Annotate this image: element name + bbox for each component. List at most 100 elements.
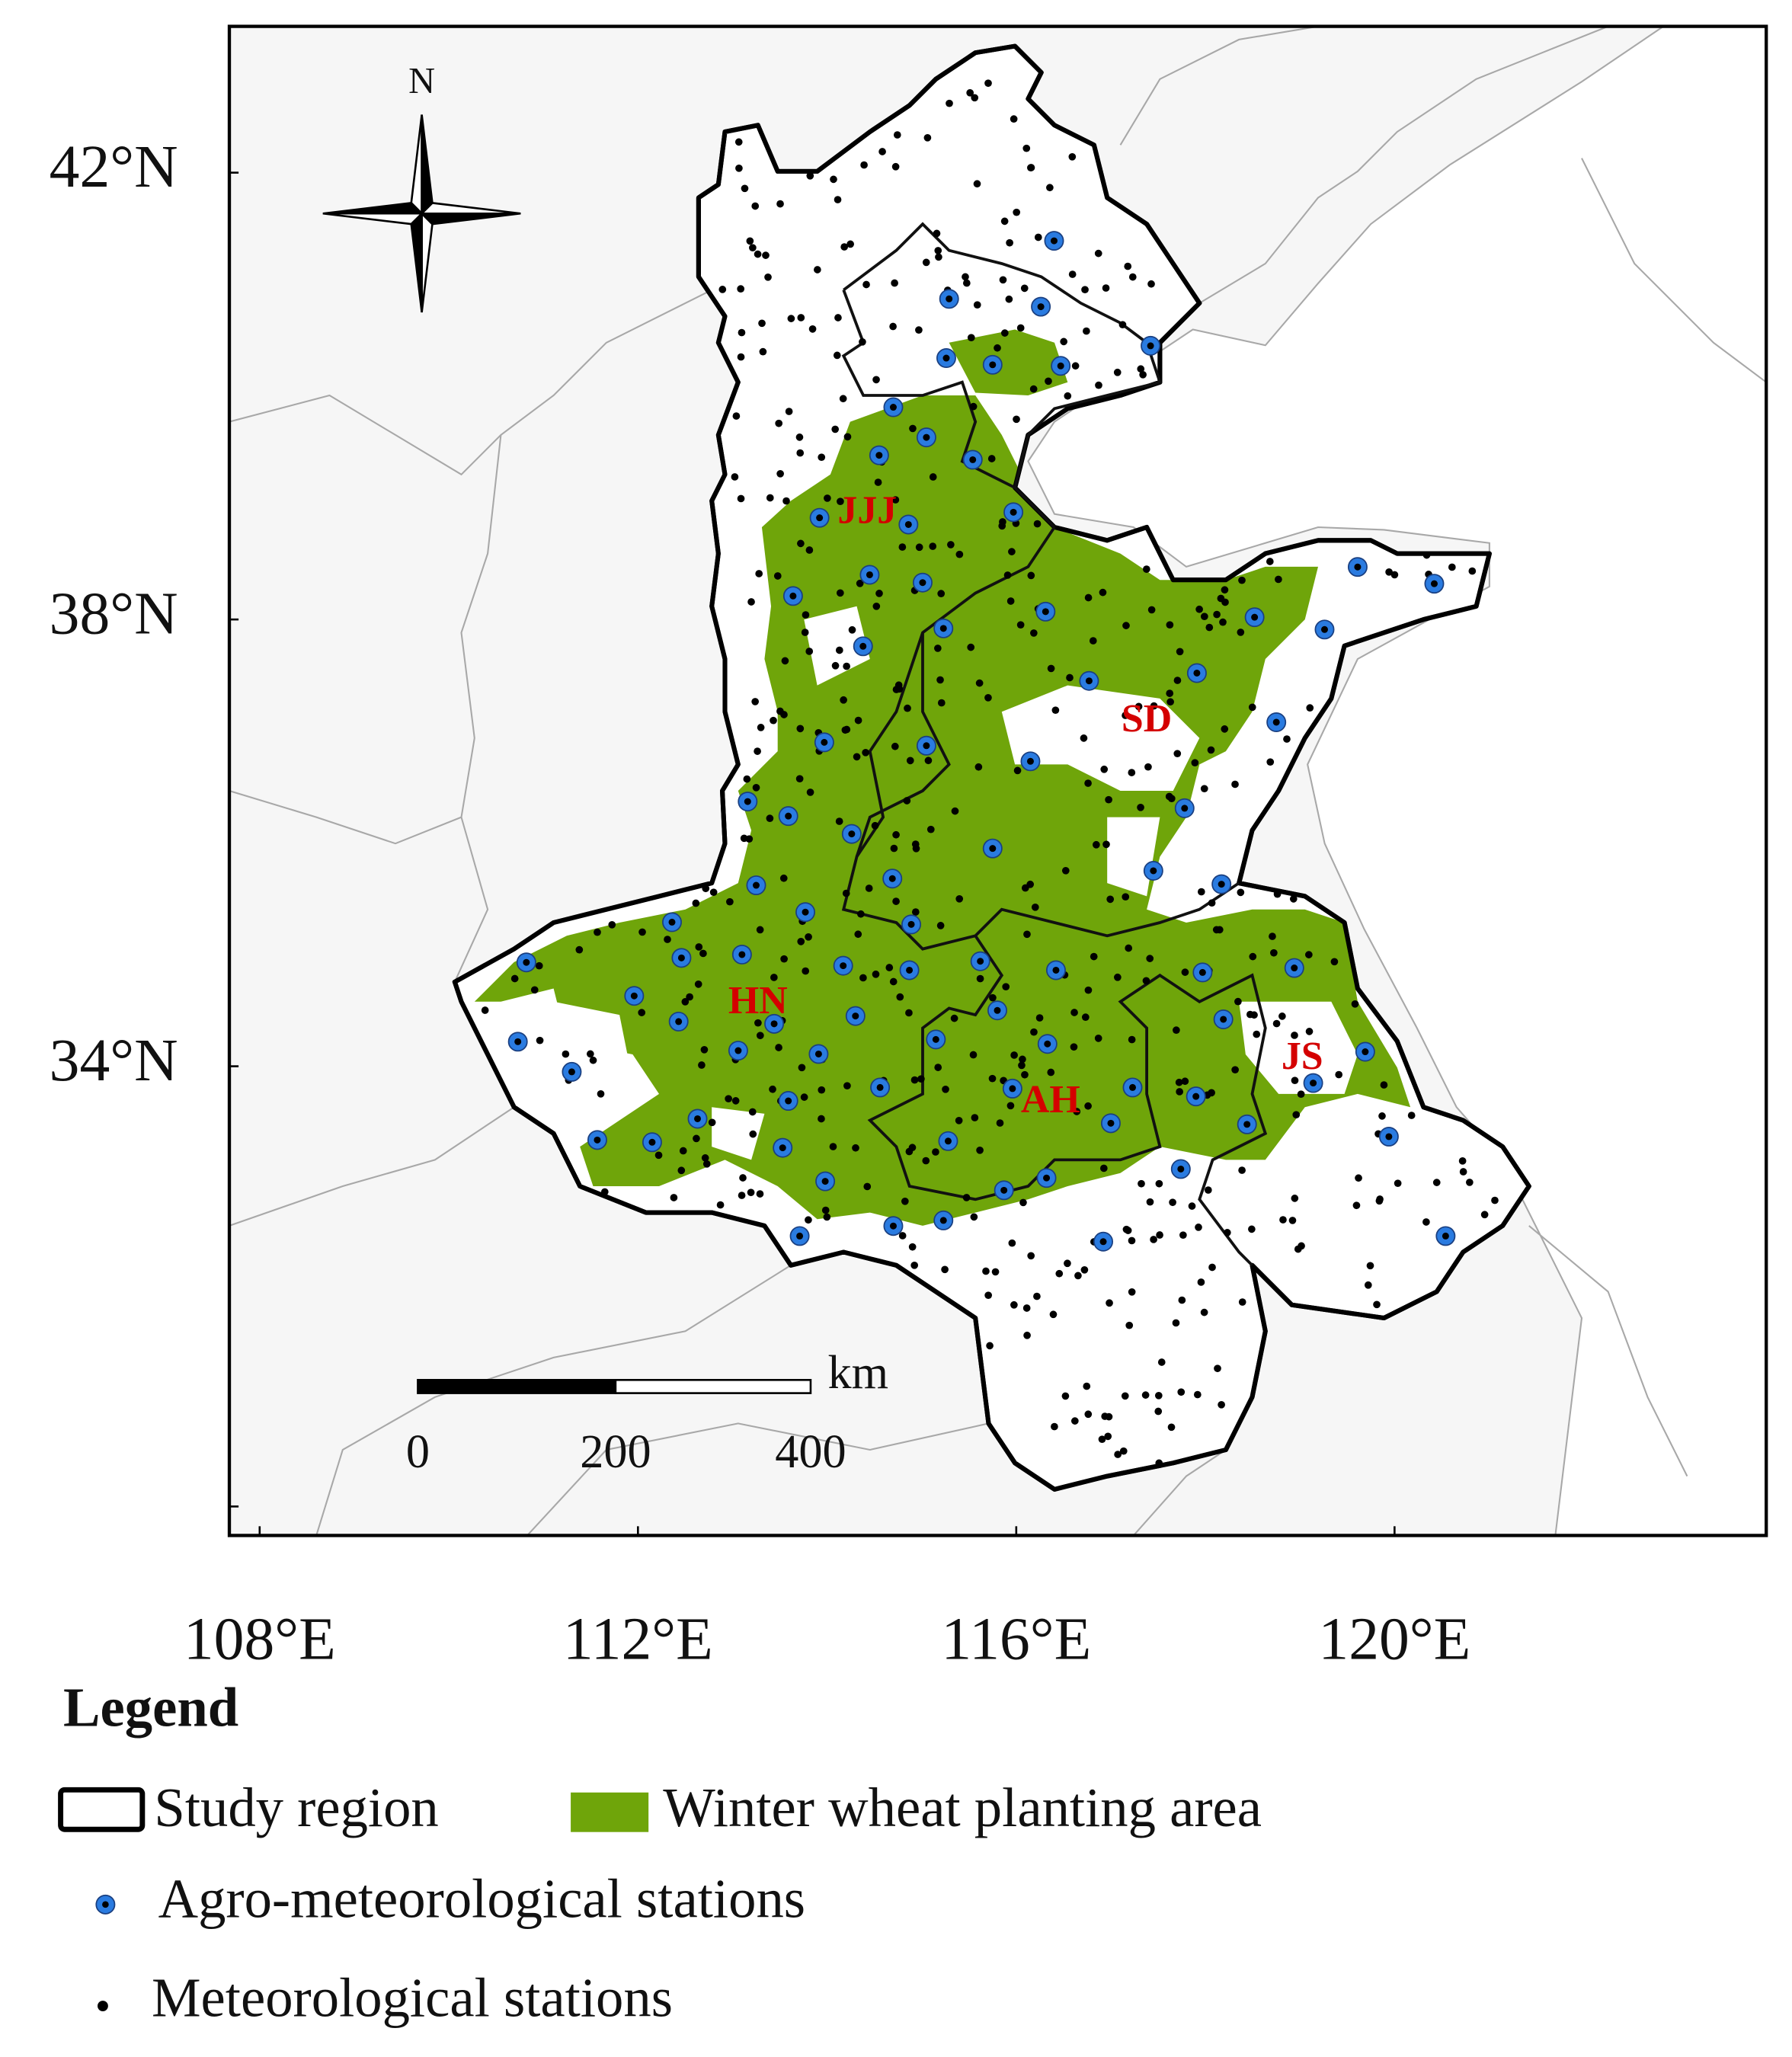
meteorological-station [779, 874, 788, 882]
meteorological-station [1173, 1026, 1180, 1034]
meteorological-station [987, 455, 996, 462]
agro-station-center [1000, 1186, 1008, 1194]
meteorological-station [1306, 704, 1314, 712]
meteorological-station [1122, 1225, 1131, 1233]
meteorological-station [1193, 1390, 1202, 1399]
meteorological-station [915, 543, 923, 552]
meteorological-station [906, 757, 914, 765]
meteorological-station [988, 1074, 997, 1083]
meteorological-station [1061, 866, 1070, 875]
meteorological-station [535, 961, 543, 970]
meteorological-station [1083, 1382, 1091, 1390]
agro-station-center [1037, 303, 1045, 311]
meteorological-station [1105, 795, 1112, 804]
meteorological-station [1273, 890, 1282, 898]
meteorological-station [1113, 368, 1122, 376]
meteorological-station [1146, 1198, 1154, 1206]
meteorological-station [1019, 1198, 1027, 1207]
meteorological-station [1458, 1156, 1467, 1165]
meteorological-station [908, 1243, 917, 1251]
meteorological-station [846, 240, 854, 248]
agro-station-center [944, 1137, 952, 1145]
arrow-part [322, 212, 424, 226]
meteorological-station [759, 347, 767, 356]
agro-station-center [1430, 580, 1438, 587]
meteorological-station [785, 408, 793, 415]
agro-station-center [1193, 669, 1201, 677]
meteorological-station [481, 1006, 489, 1014]
agro-station-center [859, 642, 867, 650]
meteorological-station [749, 244, 757, 252]
meteorological-station [1051, 1422, 1058, 1431]
meteorological-station [1008, 548, 1016, 555]
meteorological-station [971, 1114, 979, 1121]
meteorological-station [510, 974, 519, 983]
meteorological-station [801, 629, 809, 636]
meteorological-station [802, 611, 810, 619]
meteorological-station [984, 79, 992, 88]
agro-station-center [785, 1097, 792, 1105]
meteorological-station [860, 161, 868, 169]
meteorological-station [865, 885, 873, 892]
meteorological-station [1394, 1179, 1402, 1188]
province-boundary [453, 434, 502, 983]
meteorological-station [1099, 1164, 1108, 1172]
meteorological-station [1172, 1319, 1180, 1327]
meteorological-station [1070, 1009, 1078, 1016]
meteorological-station [966, 88, 974, 97]
meteorological-station [1010, 1051, 1018, 1059]
meteorological-station [743, 775, 751, 783]
meteorological-station [898, 543, 907, 551]
province-boundary [229, 790, 462, 845]
meteorological-station [875, 590, 883, 597]
meteorological-station [1231, 780, 1239, 789]
meteorological-station [1214, 1364, 1221, 1373]
legend-label: Study region [154, 1777, 438, 1838]
meteorological-station [805, 546, 814, 554]
meteorological-station [1125, 1321, 1134, 1329]
province-boundary [1119, 26, 1319, 146]
meteorological-station [1114, 1451, 1122, 1458]
agro-station-center [770, 1020, 778, 1028]
meteorological-station [698, 1061, 706, 1069]
meteorological-station [922, 1156, 930, 1165]
meteorological-station [962, 273, 969, 281]
meteorological-station [996, 1119, 1004, 1127]
agro-station-center [668, 918, 676, 926]
meteorological-station [1060, 338, 1068, 346]
agro-station-center [816, 514, 824, 522]
meteorological-station [1250, 1011, 1258, 1019]
meteorological-station [751, 202, 760, 210]
agro-station-center [523, 958, 530, 966]
meteorological-station [1051, 706, 1060, 715]
meteorological-station [982, 1267, 990, 1275]
meteorological-station [962, 279, 971, 287]
meteorological-station [734, 138, 743, 146]
meteorological-station [955, 550, 964, 558]
meteorological-station [1385, 568, 1393, 576]
meteorological-station [976, 974, 984, 983]
meteorological-station [859, 974, 867, 982]
meteorological-station [1033, 1292, 1041, 1300]
meteorological-station [857, 910, 865, 918]
meteorological-station [1204, 1186, 1212, 1194]
meteorological-station [1238, 576, 1246, 584]
meteorological-station [708, 1118, 716, 1127]
meteorological-station [597, 1089, 605, 1098]
meteorological-station [1034, 233, 1042, 242]
meteorological-station [1098, 1435, 1106, 1444]
meteorological-station [923, 133, 932, 142]
agro-station-center [821, 738, 828, 746]
meteorological-station [1195, 605, 1203, 613]
meteorological-station [738, 1192, 746, 1199]
meteorological-station [1219, 618, 1227, 626]
agro-station-center [779, 1144, 786, 1152]
agro-station-center [568, 1068, 575, 1076]
meteorological-station [716, 1201, 725, 1209]
meteorological-station [1237, 888, 1245, 897]
meteorological-station [853, 753, 861, 761]
meteorological-station [1122, 712, 1129, 719]
meteorological-station [1013, 208, 1021, 216]
meteorological-station [932, 1148, 939, 1156]
meteorological-station [1156, 1231, 1163, 1239]
